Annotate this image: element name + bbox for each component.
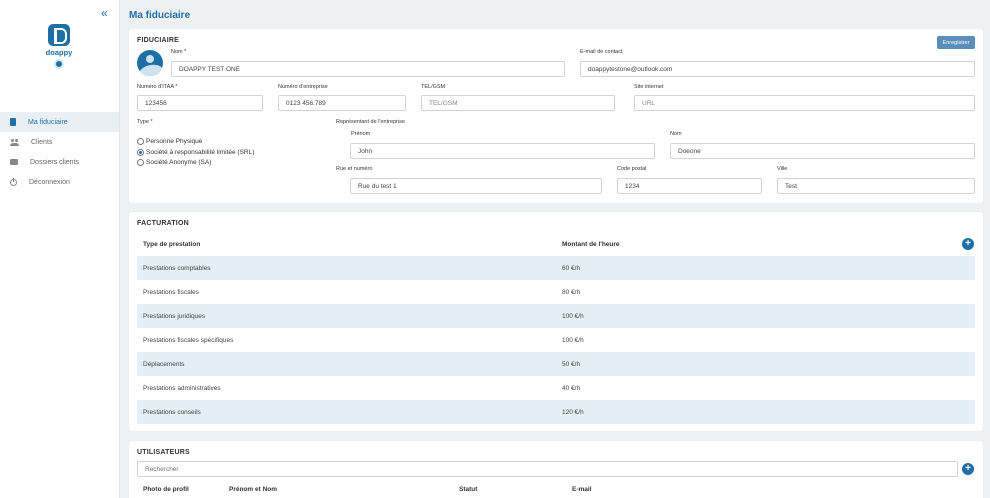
- entreprise-label: Numéro d'entreprise: [278, 84, 328, 90]
- doappy-logo-icon: [48, 24, 70, 46]
- prestation-type: Prestations juridiques: [143, 312, 206, 320]
- column-header-statut: Statut: [459, 486, 478, 493]
- prestation-type: Prestations comptables: [143, 264, 211, 272]
- column-header-photo: Photo de profil: [143, 486, 189, 493]
- utilisateurs-title: UTILISATEURS: [137, 449, 190, 456]
- prestation-montant: 60 €/h: [562, 264, 581, 272]
- brand-name: doappy: [45, 48, 73, 57]
- radio-icon: [137, 138, 144, 145]
- prenom-field[interactable]: John: [350, 143, 655, 159]
- prestation-montant: 100 €/h: [562, 312, 584, 320]
- column-header-type: Type de prestation: [143, 241, 201, 248]
- representant-nom-field[interactable]: Doeone: [670, 143, 975, 159]
- sidebar-nav: Ma fiduciaire Clients Dossiers clients D…: [0, 112, 119, 192]
- itaa-field[interactable]: 123456: [137, 95, 263, 111]
- email-field[interactable]: doappytestone@outlook.com: [580, 61, 975, 77]
- column-header-nom: Prénom et Nom: [229, 486, 278, 493]
- entreprise-field[interactable]: 0123 456.789: [278, 95, 406, 111]
- prestation-type: Prestations conseils: [143, 408, 201, 416]
- prestation-montant: 120 €/h: [562, 408, 584, 416]
- nom-label: Nom *: [171, 49, 187, 55]
- type-radio-sa[interactable]: Société Anonyme (SA): [137, 159, 211, 166]
- radio-icon: [137, 159, 144, 166]
- power-icon: [10, 177, 17, 186]
- tel-field[interactable]: TEL/GSM: [421, 95, 615, 111]
- sidebar-item-label: Ma fiduciaire: [28, 118, 68, 126]
- radio-checked-icon: [137, 149, 144, 156]
- sidebar-item-label: Dossiers clients: [30, 158, 80, 166]
- tel-label: TEL/GSM: [421, 84, 446, 90]
- collapse-sidebar-icon[interactable]: «: [101, 6, 108, 20]
- add-user-button[interactable]: +: [962, 463, 974, 475]
- sidebar-item-label: Déconnexion: [29, 178, 70, 186]
- prestation-montant: 40 €/h: [562, 384, 581, 392]
- column-header-montant: Montant de l'heure: [562, 241, 620, 248]
- sidebar-item-deconnexion[interactable]: Déconnexion: [0, 172, 119, 192]
- site-label: Site internet: [634, 84, 664, 90]
- prestation-type: Déplacements: [143, 360, 185, 368]
- logo: doappy: [42, 24, 76, 69]
- company-avatar[interactable]: [137, 50, 163, 76]
- nom-field[interactable]: DOAPPY TEST ONE: [171, 61, 565, 77]
- fiduciaire-card: FIDUCIAIRE Enregistrer Nom * DOAPPY TEST…: [129, 29, 983, 203]
- prestation-type: Prestations administratives: [143, 384, 221, 392]
- facturation-title: FACTURATION: [137, 220, 189, 227]
- sidebar-item-dossiers-clients[interactable]: Dossiers clients: [0, 152, 119, 172]
- save-button[interactable]: Enregistrer: [937, 36, 975, 49]
- table-row[interactable]: Prestations fiscales spécifiques 100 €/h: [137, 328, 975, 352]
- folder-icon: [10, 159, 18, 165]
- column-header-email: E-mail: [572, 486, 592, 493]
- cp-label: Code postal: [617, 166, 647, 172]
- radio-label: Personne Physique: [146, 138, 203, 145]
- fiduciaire-title: FIDUCIAIRE: [137, 37, 180, 44]
- sidebar-item-ma-fiduciaire[interactable]: Ma fiduciaire: [0, 112, 119, 132]
- document-icon: [10, 118, 16, 126]
- add-prestation-button[interactable]: +: [962, 238, 974, 250]
- email-label: E-mail de contact: [580, 49, 623, 55]
- radio-label: Société Anonyme (SA): [146, 159, 212, 166]
- table-row[interactable]: Prestations comptables 60 €/h: [137, 256, 975, 280]
- logo-dot-icon: [54, 59, 64, 69]
- users-icon: [10, 138, 19, 146]
- sidebar: « doappy Ma fiduciaire Clients Dossiers …: [0, 0, 120, 498]
- table-row[interactable]: Déplacements 50 €/h: [137, 352, 975, 376]
- ville-field[interactable]: Test: [777, 178, 975, 194]
- table-row[interactable]: Prestations conseils 120 €/h: [137, 400, 975, 424]
- site-field[interactable]: URL: [634, 95, 975, 111]
- table-row[interactable]: Prestations administratives 40 €/h: [137, 376, 975, 400]
- cp-field[interactable]: 1234: [617, 178, 762, 194]
- prestation-montant: 80 €/h: [562, 288, 581, 296]
- prestation-type: Prestations fiscales: [143, 288, 199, 296]
- nom2-label: Nom: [670, 131, 682, 137]
- prestation-type: Prestations fiscales spécifiques: [143, 336, 234, 344]
- utilisateurs-card: UTILISATEURS + Photo de profil Prénom et…: [129, 441, 983, 498]
- ville-label: Ville: [777, 166, 788, 172]
- table-row[interactable]: Prestations juridiques 100 €/h: [137, 304, 975, 328]
- type-radio-srl[interactable]: Société à responsabilité limitée (SRL): [137, 149, 254, 156]
- representant-label: Représentant de l'entreprise: [336, 119, 405, 125]
- prestation-montant: 50 €/h: [562, 360, 581, 368]
- radio-label: Société à responsabilité limitée (SRL): [146, 149, 255, 156]
- rue-field[interactable]: Rue du test 1: [350, 178, 602, 194]
- sidebar-item-clients[interactable]: Clients: [0, 132, 119, 152]
- facturation-card: FACTURATION Type de prestation Montant d…: [129, 212, 983, 431]
- prestation-montant: 100 €/h: [562, 336, 584, 344]
- type-label: Type *: [137, 119, 153, 125]
- type-radio-personne-physique[interactable]: Personne Physique: [137, 138, 202, 145]
- user-search-input[interactable]: [137, 461, 958, 477]
- prenom-label: Prénom: [351, 131, 371, 137]
- page-title: Ma fiduciaire: [129, 10, 191, 21]
- rue-label: Rue et numéro: [336, 166, 373, 172]
- table-row[interactable]: Prestations fiscales 80 €/h: [137, 280, 975, 304]
- sidebar-item-label: Clients: [31, 138, 53, 146]
- itaa-label: Numéro d'ITAA *: [137, 84, 178, 90]
